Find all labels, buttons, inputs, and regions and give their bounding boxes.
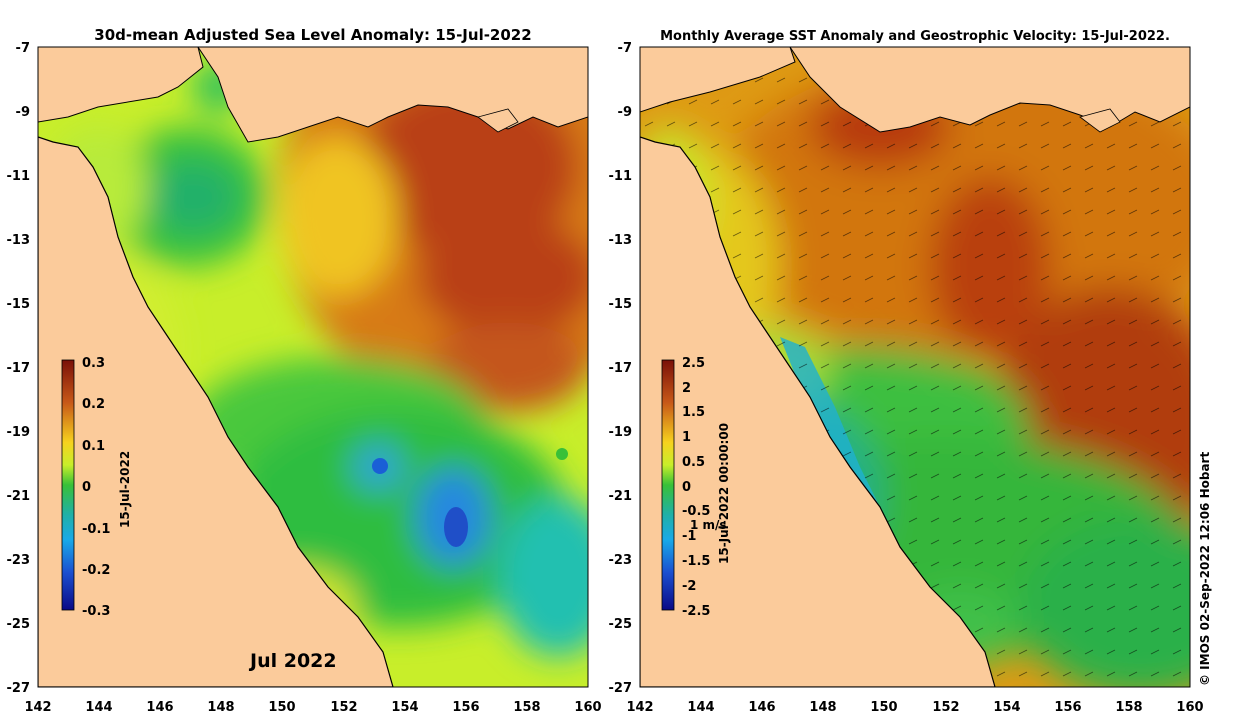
colorbar-tick-label: 0.1 [82,439,105,454]
lon-tick-label: 156 [452,700,479,715]
colorbar-tick-label: -1 [682,529,696,544]
colorbar-tick-label: -0.2 [82,563,110,578]
lon-tick-label: 142 [626,700,653,715]
lon-tick-label: 148 [207,700,234,715]
colorbar-tick-label: 0.5 [682,455,705,470]
lon-tick-label: 154 [993,700,1020,715]
colorbar-tick-label: -0.3 [82,604,110,619]
sea-level-anomaly-map: -7 -9 -11 -13 -15 -17 -19 -21 -23 -25 -2… [7,41,602,715]
lon-tick-label: 158 [513,700,540,715]
lon-tick-label: 148 [809,700,836,715]
left-map-title: 30d-mean Adjusted Sea Level Anomaly: 15-… [94,26,532,44]
colorbar-tick-label: 0.3 [82,356,105,371]
lon-tick-label: 152 [932,700,959,715]
right-map-title: Monthly Average SST Anomaly and Geostrop… [660,29,1170,44]
colorbar-tick-label: -1.5 [682,554,710,569]
left-lon-ticks: 142 144 146 148 150 152 154 156 158 160 [24,700,601,715]
sst-anomaly-map: -7 -9 -11 -13 -15 -17 -19 -21 -23 -25 -2… [609,41,1204,715]
lat-tick-label: -9 [618,105,632,120]
lat-tick-label: -27 [609,681,633,696]
colorbar-tick-label: 2.5 [682,356,705,371]
lon-tick-label: 160 [1176,700,1203,715]
colorbar-tick-label: 0 [682,480,691,495]
colorbar-tick-label: 1.5 [682,405,705,420]
sst-colorbar: 2.5 2 1.5 1 0.5 0 -0.5 -1 -1.5 -2 -2.5 [661,356,710,619]
sst-colorbar-date-label: 15-Jul-2022 00:00:00 [717,422,731,564]
lat-tick-label: -11 [609,169,633,184]
lon-tick-label: 150 [870,700,897,715]
lat-tick-label: -19 [7,425,31,440]
lat-tick-label: -11 [7,169,31,184]
lat-tick-label: -7 [618,41,632,56]
lon-tick-label: 156 [1054,700,1081,715]
sla-colorbar-date-label: 15-Jul-2022 [118,450,132,528]
colorbar-tick-label: 1 [682,430,691,445]
lat-tick-label: -17 [7,361,31,376]
colorbar-tick-label: -2.5 [682,604,710,619]
lon-tick-label: 152 [330,700,357,715]
colorbar-tick-label: -2 [682,579,696,594]
lat-tick-label: -7 [16,41,30,56]
month-label: Jul 2022 [250,650,337,672]
lat-tick-label: -25 [609,617,633,632]
lat-tick-label: -27 [7,681,31,696]
lon-tick-label: 160 [574,700,601,715]
lon-tick-label: 146 [748,700,775,715]
lat-tick-label: -9 [16,105,30,120]
lat-tick-label: -21 [609,489,633,504]
lon-tick-label: 150 [268,700,295,715]
lat-tick-label: -19 [609,425,633,440]
sst-field [640,47,1190,687]
lat-tick-label: -23 [609,553,633,568]
velocity-scale-label: 1 m/s [690,518,727,532]
lat-tick-label: -17 [609,361,633,376]
sla-colorbar: 0.3 0.2 0.1 0 -0.1 -0.2 -0.3 [61,356,110,619]
colorbar-tick-label: 0 [82,480,91,495]
lat-tick-label: -23 [7,553,31,568]
colorbar-tick-label: -0.5 [682,504,710,519]
right-lat-ticks: -7 -9 -11 -13 -15 -17 -19 -21 -23 -25 -2… [609,41,633,696]
lon-tick-label: 142 [24,700,51,715]
colorbar-tick-label: 0.2 [82,397,105,412]
lon-tick-label: 144 [85,700,112,715]
lat-tick-label: -13 [609,233,633,248]
right-lon-ticks: 142 144 146 148 150 152 154 156 158 160 [626,700,1203,715]
lat-tick-label: -13 [7,233,31,248]
lat-tick-label: -15 [7,297,31,312]
lat-tick-label: -25 [7,617,31,632]
lon-tick-label: 154 [391,700,418,715]
lat-tick-label: -21 [7,489,31,504]
imos-credit: © IMOS 02-Sep-2022 12:06 Hobart [1198,451,1212,686]
left-lat-ticks: -7 -9 -11 -13 -15 -17 -19 -21 -23 -25 -2… [7,41,31,696]
sla-field [38,47,588,687]
colorbar-tick-label: -0.1 [82,522,110,537]
lon-tick-label: 146 [146,700,173,715]
lon-tick-label: 158 [1115,700,1142,715]
colorbar-tick-label: 2 [682,381,691,396]
lon-tick-label: 144 [687,700,714,715]
lat-tick-label: -15 [609,297,633,312]
